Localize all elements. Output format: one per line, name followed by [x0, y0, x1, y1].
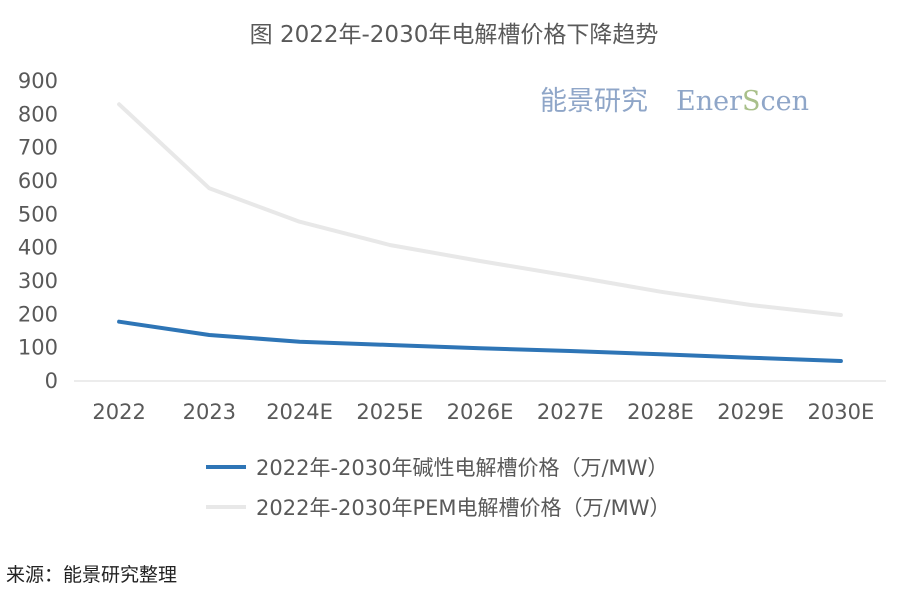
x-tick-label: 2028E	[627, 400, 694, 424]
series-lines	[117, 102, 843, 363]
y-tick-label: 800	[18, 102, 58, 126]
x-axis-ticks: 2022 2023 2024E 2025E 2026E 2027E 2028E 2029E 20…	[92, 400, 874, 424]
y-tick-label: 700	[18, 136, 58, 160]
y-tick-label: 600	[18, 169, 58, 193]
x-tick-label: 2030E	[808, 400, 875, 424]
series-line	[117, 319, 843, 363]
x-tick-label: 2026E	[447, 400, 514, 424]
legend-label: 2022年-2030年PEM电解槽价格（万/MW）	[256, 496, 670, 520]
x-tick-label: 2027E	[537, 400, 604, 424]
watermark-english-part: S	[742, 86, 761, 117]
source-note: 来源：能景研究整理	[6, 564, 178, 586]
watermark-english: EnerScen	[676, 86, 809, 117]
watermark-english-part: Ener	[676, 86, 742, 117]
series-line	[117, 102, 843, 317]
y-tick-label: 100	[18, 336, 58, 360]
legend: 2022年-2030年碱性电解槽价格（万/MW） 2022年-2030年PEM电解…	[206, 456, 670, 520]
chart-canvas: 图 2022年-2030年电解槽价格下降趋势 能景研究 EnerScen 0 10…	[18, 22, 886, 520]
chart-title: 图 2022年-2030年电解槽价格下降趋势	[250, 22, 659, 48]
y-tick-label: 900	[18, 69, 58, 93]
watermark-logo: 能景研究 EnerScen	[540, 86, 809, 117]
y-tick-label: 400	[18, 236, 58, 260]
legend-label: 2022年-2030年碱性电解槽价格（万/MW）	[256, 456, 668, 480]
x-tick-label: 2029E	[717, 400, 784, 424]
watermark-english-part: cen	[760, 86, 809, 117]
x-tick-label: 2025E	[356, 400, 423, 424]
x-tick-label: 2022	[92, 400, 145, 424]
y-tick-label: 200	[18, 302, 58, 326]
x-tick-label: 2023	[183, 400, 236, 424]
y-tick-label: 0	[45, 369, 58, 393]
watermark-chinese: 能景研究	[540, 86, 648, 117]
y-axis-ticks: 0 100 200 300 400 500 600 700 800 900	[18, 69, 58, 393]
y-tick-label: 500	[18, 202, 58, 226]
y-tick-label: 300	[18, 269, 58, 293]
x-tick-label: 2024E	[266, 400, 333, 424]
